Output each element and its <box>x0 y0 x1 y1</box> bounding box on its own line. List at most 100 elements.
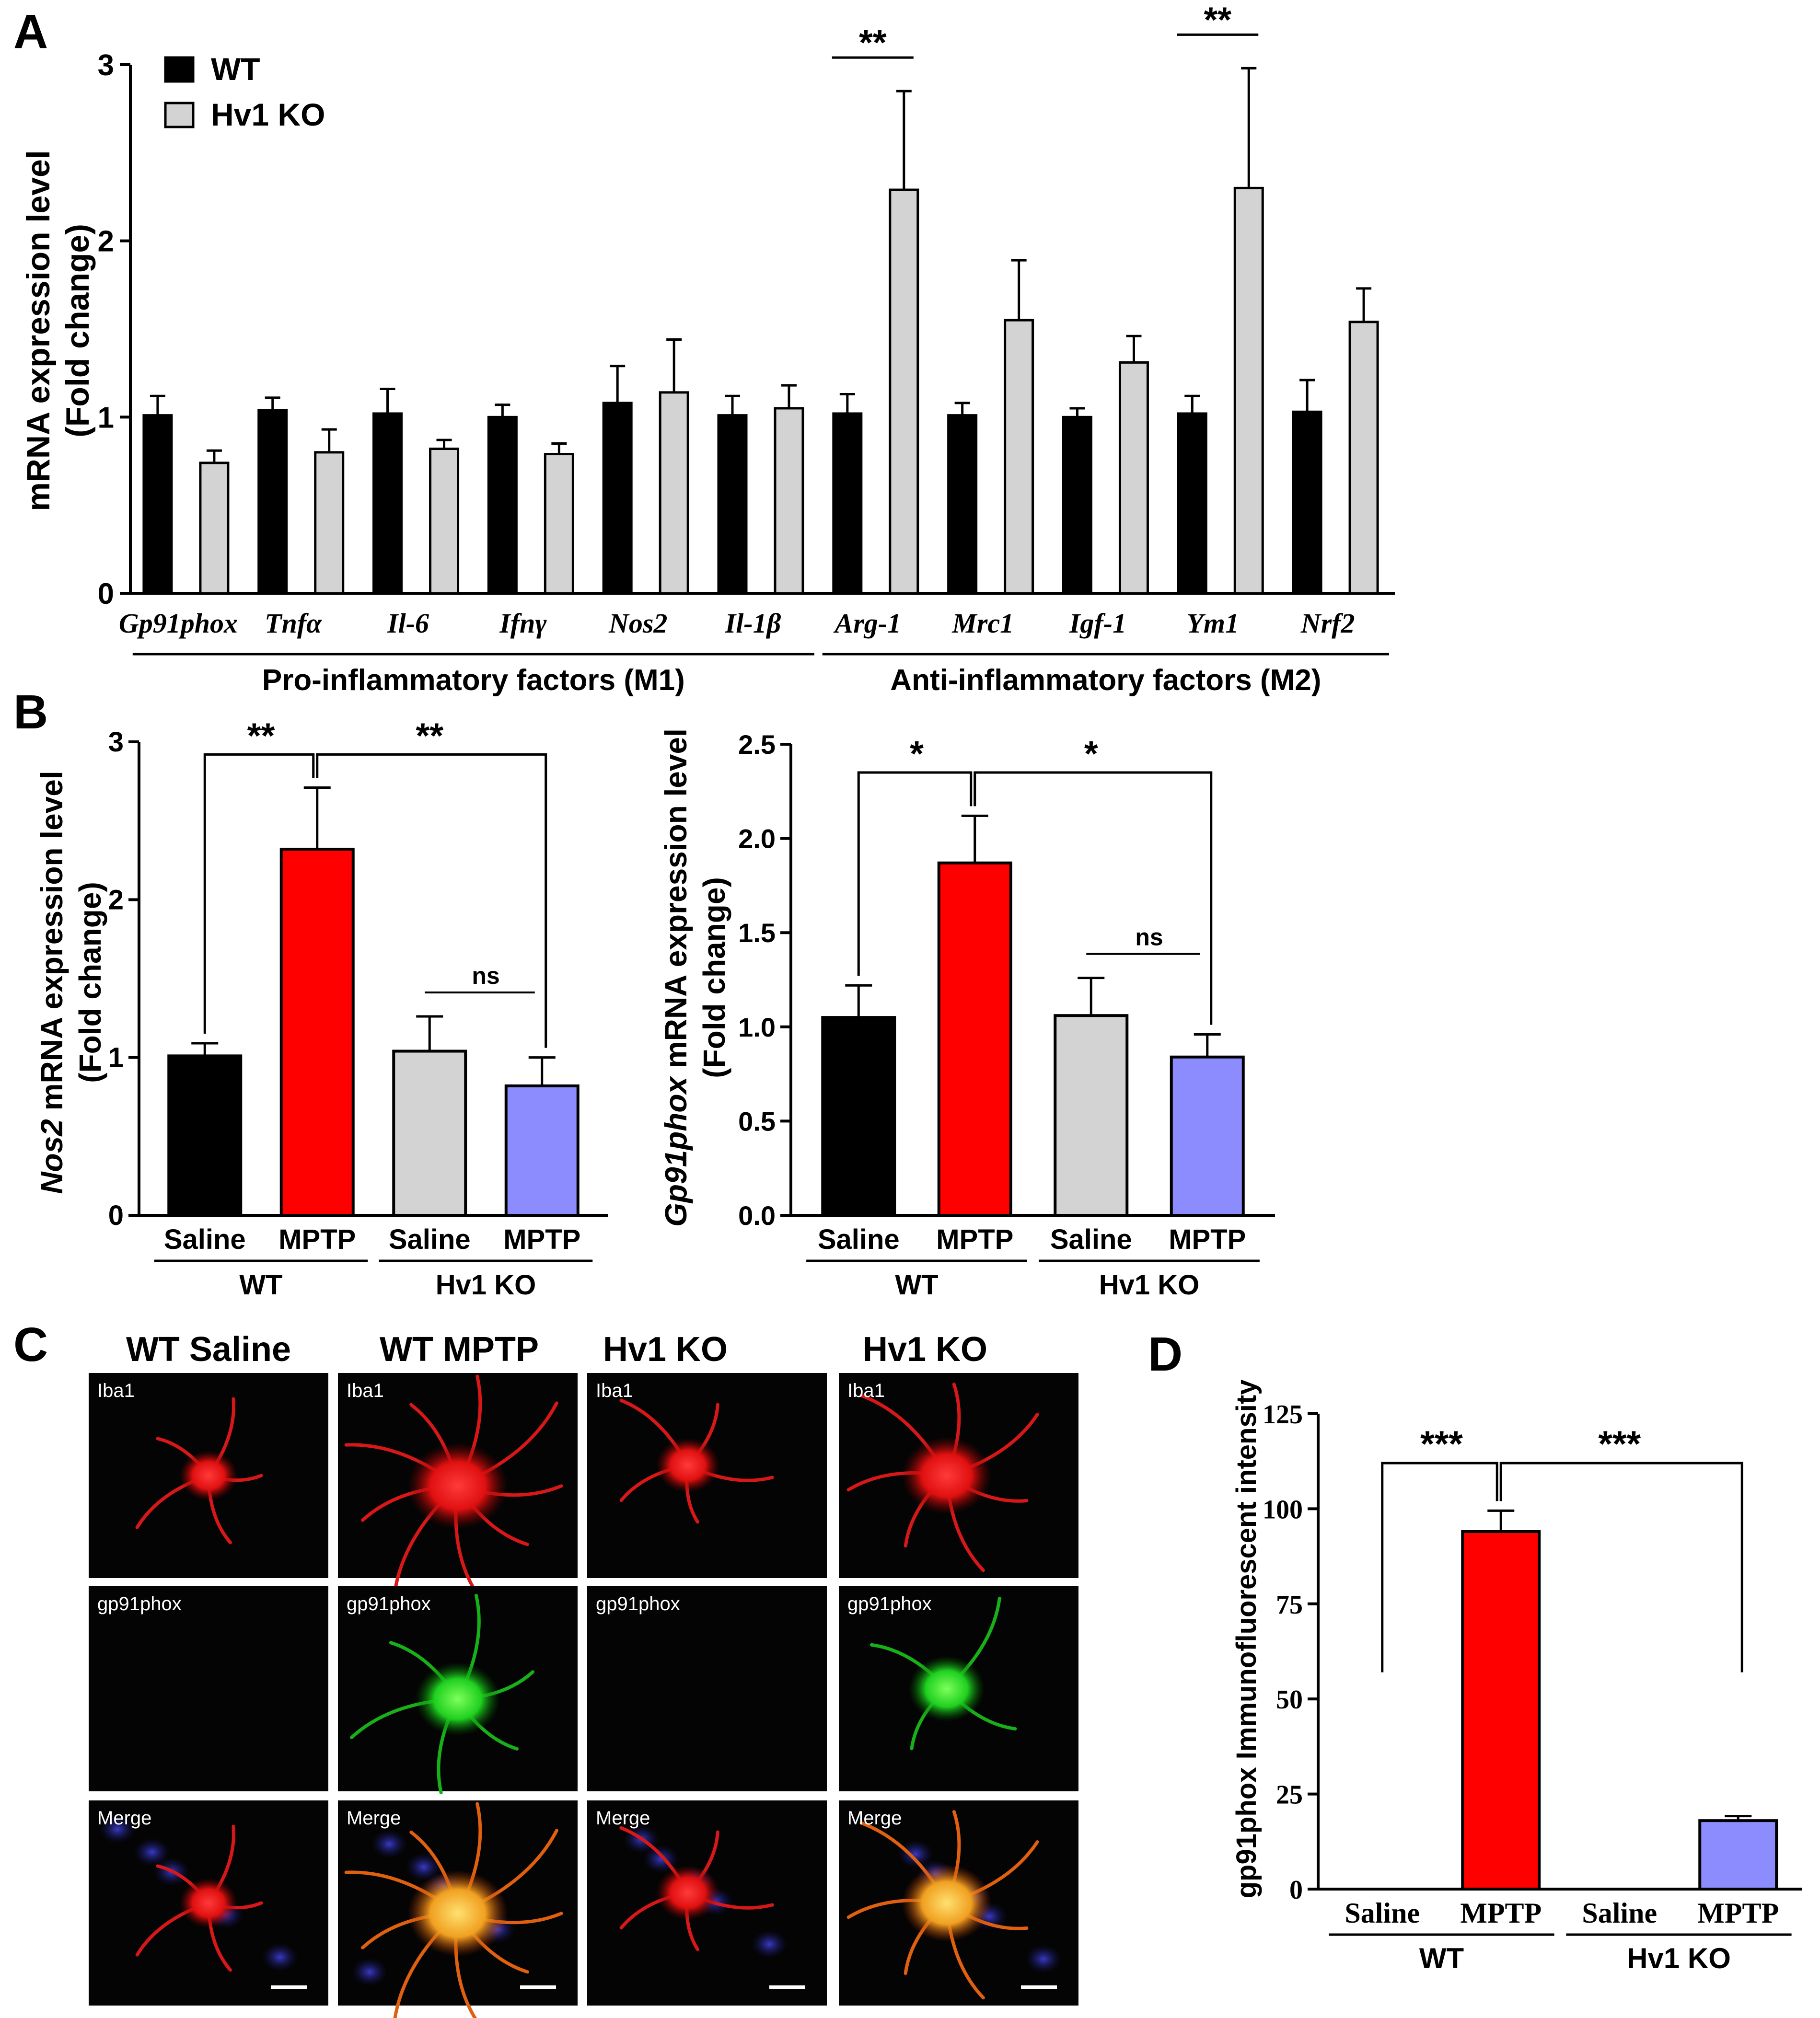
y-tick-label: 125 <box>1263 1400 1303 1430</box>
sig-text: ** <box>416 715 443 755</box>
sig-text: * <box>1084 734 1098 773</box>
y-tick-label: 2.0 <box>738 824 776 854</box>
a-category-label: Nrf2 <box>1300 608 1355 639</box>
sig-text: *** <box>1420 1424 1463 1464</box>
micrograph-channel-label: Iba1 <box>596 1380 633 1401</box>
sig-text: *** <box>1598 1424 1641 1464</box>
y-tick-label: 50 <box>1276 1685 1303 1715</box>
y-tick-label: 0.5 <box>738 1106 776 1136</box>
a-bar-ko <box>889 188 919 595</box>
group-label: WT <box>895 1269 938 1301</box>
b1-y-label: Nos2 mRNA expression level <box>35 771 69 1194</box>
micrograph-background <box>89 1586 328 1791</box>
micrograph-c2-merge: Merge <box>338 1800 578 2018</box>
chart-b-nos2: 0 1 2 3 Saline MPTP Saline MPTP WT Hv1 KO ** ** ns No… <box>35 715 608 1301</box>
bar-ko-saline <box>1054 1014 1129 1217</box>
chart-b-gp91phox: 0.0 0.5 1.0 1.5 2.0 2.5 Saline MPTP Saline MPTP WT… <box>659 728 1275 1301</box>
a-category-label: Tnfα <box>265 608 322 639</box>
cell-body <box>179 1450 238 1501</box>
a-legend-label: WT <box>211 51 260 87</box>
panel-c-title-3: Hv1 KO <box>603 1330 728 1369</box>
y-tick-label: 25 <box>1276 1780 1303 1810</box>
category-label: Saline <box>164 1224 246 1255</box>
a-y-tick-label: 3 <box>98 49 114 82</box>
panel-label-d: D <box>1148 1327 1182 1381</box>
nucleus <box>262 1943 298 1972</box>
panel-c-title-4: Hv1 KO <box>863 1330 987 1369</box>
a-category-label: Il-6 <box>387 608 429 639</box>
category-label: MPTP <box>278 1224 356 1255</box>
a-bar-wt <box>602 402 633 595</box>
nucleus <box>134 1838 170 1867</box>
a-group-label: Pro-inflammatory factors (M1) <box>262 664 685 697</box>
nucleus <box>351 1958 388 1986</box>
panel-c-title-2: WT MPTP <box>380 1330 539 1369</box>
y-tick-label: 2.5 <box>738 729 776 760</box>
micrograph-channel-label: Iba1 <box>847 1380 885 1401</box>
micrograph-c4-gp91phox: gp91phox <box>839 1586 1078 1791</box>
sig-bracket <box>1499 1462 1743 1672</box>
micrograph-c1-merge: Merge <box>89 1800 328 2006</box>
a-bar-ko <box>659 391 689 595</box>
a-category-label: Gp91phox <box>119 608 238 639</box>
bar-ko-mptp <box>1698 1819 1778 1891</box>
micrograph-channel-label: Iba1 <box>97 1380 135 1401</box>
category-label: Saline <box>1050 1224 1132 1255</box>
micrograph-c4-merge: Merge <box>839 1800 1078 2006</box>
a-sig-text: ** <box>1204 0 1231 39</box>
sig-bracket <box>974 771 1213 1025</box>
bar-wt-mptp <box>1461 1530 1541 1891</box>
category-label: Saline <box>1345 1897 1420 1929</box>
cell-body <box>179 1878 238 1928</box>
a-bar-ko <box>774 407 804 595</box>
micrograph-channel-label: gp91phox <box>347 1593 431 1614</box>
nucleus <box>751 1930 788 1959</box>
category-label: Saline <box>389 1224 471 1255</box>
a-bar-ko <box>544 453 574 595</box>
cell-body <box>656 1865 719 1920</box>
a-sig-text: ** <box>859 23 887 62</box>
cell-body <box>902 1437 992 1514</box>
cell-body <box>656 1438 719 1493</box>
ns-label: ns <box>472 962 499 989</box>
y-tick-label: 3 <box>108 726 124 758</box>
a-legend-label: Hv1 KO <box>211 97 325 132</box>
y-tick-label: 75 <box>1276 1590 1303 1620</box>
y-tick-label: 0.0 <box>738 1200 776 1231</box>
a-bar-ko <box>429 448 460 595</box>
category-label: MPTP <box>1460 1897 1542 1929</box>
a-category-label: Mrc1 <box>951 608 1014 639</box>
bar-ko-mptp <box>1170 1055 1245 1217</box>
bar-wt-saline <box>821 1016 896 1217</box>
y-tick-label: 1.0 <box>738 1012 776 1042</box>
nucleus <box>1025 1945 1062 1973</box>
nucleus <box>99 1815 136 1844</box>
panel-label-a: A <box>13 5 48 58</box>
a-y-tick-label: 1 <box>98 401 114 434</box>
category-label: MPTP <box>936 1224 1013 1255</box>
a-bar-ko <box>314 451 345 595</box>
micrograph-background <box>587 1586 827 1791</box>
a-y-label-1: mRNA expression level <box>20 150 57 511</box>
category-label: MPTP <box>1169 1224 1246 1255</box>
ns-label: ns <box>1135 924 1163 951</box>
bar-wt-saline <box>167 1054 243 1217</box>
micrograph-channel-label: gp91phox <box>97 1593 182 1614</box>
a-group-label: Anti-inflammatory factors (M2) <box>890 664 1321 697</box>
y-tick-label: 1.5 <box>738 918 776 948</box>
micrograph-c3-iba1: Iba1 <box>587 1373 827 1578</box>
micrograph-channel-label: Merge <box>347 1808 401 1829</box>
y-tick-label: 2 <box>108 884 124 915</box>
micrograph-channel-label: Merge <box>847 1808 902 1829</box>
a-y-tick-label: 2 <box>98 225 114 258</box>
category-label: MPTP <box>503 1224 580 1255</box>
a-bar-ko <box>199 461 230 595</box>
group-label: Hv1 KO <box>436 1269 536 1301</box>
a-legend-swatch <box>164 56 195 83</box>
group-label: Hv1 KO <box>1627 1942 1731 1974</box>
chart-d: 0 25 50 75 100 125 Saline MPTP Saline MPTP WT Hv1 K… <box>1231 1380 1802 1974</box>
sig-bracket <box>857 771 973 976</box>
bar-wt-mptp <box>937 861 1012 1217</box>
nucleus <box>897 1840 934 1868</box>
